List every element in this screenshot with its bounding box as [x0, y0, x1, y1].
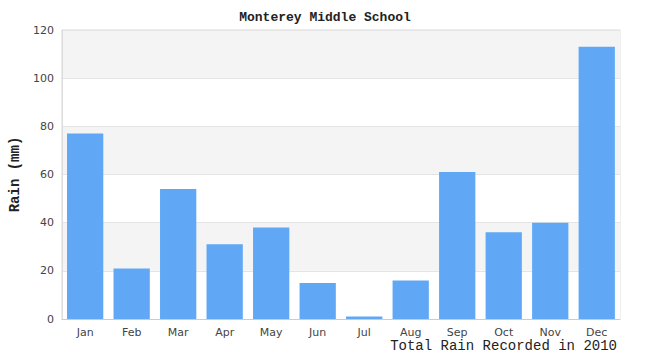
svg-text:Jan: Jan	[76, 326, 94, 339]
svg-text:60: 60	[40, 168, 54, 181]
svg-text:Aug: Aug	[400, 326, 422, 339]
svg-text:20: 20	[40, 264, 54, 277]
svg-text:Jul: Jul	[357, 326, 371, 339]
svg-text:100: 100	[33, 72, 54, 85]
svg-text:Feb: Feb	[122, 326, 141, 339]
svg-text:Dec: Dec	[586, 326, 608, 339]
svg-text:Oct: Oct	[494, 326, 514, 339]
svg-text:Mar: Mar	[168, 326, 189, 339]
svg-text:Monterey Middle School: Monterey Middle School	[239, 10, 411, 25]
svg-text:Jun: Jun	[308, 326, 326, 339]
svg-text:40: 40	[40, 216, 54, 229]
svg-text:120: 120	[33, 24, 54, 37]
svg-text:80: 80	[40, 120, 54, 133]
svg-text:Apr: Apr	[215, 326, 235, 339]
svg-text:May: May	[260, 326, 283, 339]
svg-text:0: 0	[47, 313, 54, 326]
svg-text:Sep: Sep	[446, 326, 468, 339]
svg-text:Nov: Nov	[539, 326, 561, 339]
svg-text:Rain (mm): Rain (mm)	[7, 137, 23, 213]
svg-text:Total Rain Recorded in 2010: Total Rain Recorded in 2010	[390, 338, 617, 354]
